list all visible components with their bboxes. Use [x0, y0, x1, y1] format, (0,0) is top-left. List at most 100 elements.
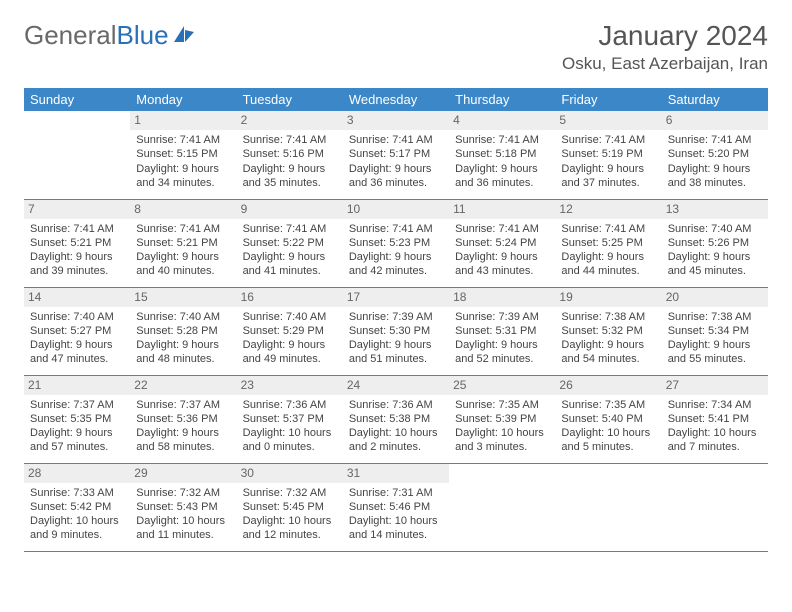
- calendar-day-cell: 13 Sunrise: 7:40 AMSunset: 5:26 PMDayligh…: [662, 199, 768, 287]
- day-number: 5: [555, 111, 661, 130]
- calendar-day-cell: 6 Sunrise: 7:41 AMSunset: 5:20 PMDaylight…: [662, 111, 768, 199]
- calendar-day-cell: [449, 463, 555, 551]
- calendar-week-row: 1Sunrise: 7:41 AMSunset: 5:15 PMDaylight…: [24, 111, 768, 199]
- day-details: Sunrise: 7:37 AMSunset: 5:35 PMDaylight:…: [30, 398, 124, 454]
- calendar-day-cell: 15Sunrise: 7:40 AMSunset: 5:28 PMDayligh…: [130, 287, 236, 375]
- calendar-day-cell: 22Sunrise: 7:37 AMSunset: 5:36 PMDayligh…: [130, 375, 236, 463]
- day-number: 29: [130, 464, 236, 483]
- calendar-day-cell: 31Sunrise: 7:31 AMSunset: 5:46 PMDayligh…: [343, 463, 449, 551]
- weekday-header: Tuesday: [237, 88, 343, 111]
- day-details: Sunrise: 7:41 AMSunset: 5:19 PMDaylight:…: [561, 133, 655, 189]
- calendar-day-cell: 3 Sunrise: 7:41 AMSunset: 5:17 PMDaylight…: [343, 111, 449, 199]
- day-number: 26: [555, 376, 661, 395]
- calendar-day-cell: 2Sunrise: 7:41 AMSunset: 5:16 PMDaylight…: [237, 111, 343, 199]
- day-details: Sunrise: 7:40 AMSunset: 5:27 PMDaylight:…: [30, 310, 124, 366]
- day-number: 14: [24, 288, 130, 307]
- calendar-day-cell: 20 Sunrise: 7:38 AMSunset: 5:34 PMDayligh…: [662, 287, 768, 375]
- calendar-body: 1Sunrise: 7:41 AMSunset: 5:15 PMDaylight…: [24, 111, 768, 551]
- day-number: 17: [343, 288, 449, 307]
- calendar-day-cell: 4Sunrise: 7:41 AMSunset: 5:18 PMDaylight…: [449, 111, 555, 199]
- logo: GeneralBlue: [24, 20, 196, 51]
- day-details: Sunrise: 7:33 AMSunset: 5:42 PMDaylight:…: [30, 486, 124, 542]
- weekday-header: Monday: [130, 88, 236, 111]
- day-details: Sunrise: 7:31 AMSunset: 5:46 PMDaylight:…: [349, 486, 443, 542]
- day-details: Sunrise: 7:32 AMSunset: 5:43 PMDaylight:…: [136, 486, 230, 542]
- day-number: 9: [237, 200, 343, 219]
- day-details: Sunrise: 7:35 AMSunset: 5:39 PMDaylight:…: [455, 398, 549, 454]
- sail-icon: [172, 20, 196, 51]
- weekday-header: Thursday: [449, 88, 555, 111]
- calendar-table: SundayMondayTuesdayWednesdayThursdayFrid…: [24, 88, 768, 552]
- page-title: January 2024: [562, 20, 768, 52]
- day-number: 10: [343, 200, 449, 219]
- weekday-header: Sunday: [24, 88, 130, 111]
- day-details: Sunrise: 7:37 AMSunset: 5:36 PMDaylight:…: [136, 398, 230, 454]
- location-text: Osku, East Azerbaijan, Iran: [562, 54, 768, 74]
- day-details: Sunrise: 7:40 AMSunset: 5:26 PMDaylight:…: [668, 222, 762, 278]
- day-details: Sunrise: 7:41 AMSunset: 5:20 PMDaylight:…: [668, 133, 762, 189]
- calendar-day-cell: [24, 111, 130, 199]
- calendar-week-row: 7Sunrise: 7:41 AMSunset: 5:21 PMDaylight…: [24, 199, 768, 287]
- day-details: Sunrise: 7:41 AMSunset: 5:15 PMDaylight:…: [136, 133, 230, 189]
- day-details: Sunrise: 7:32 AMSunset: 5:45 PMDaylight:…: [243, 486, 337, 542]
- calendar-week-row: 28 Sunrise: 7:33 AMSunset: 5:42 PMDayligh…: [24, 463, 768, 551]
- day-number: 28: [24, 464, 130, 483]
- calendar-day-cell: 28 Sunrise: 7:33 AMSunset: 5:42 PMDayligh…: [24, 463, 130, 551]
- day-number: 11: [449, 200, 555, 219]
- logo-text-blue: Blue: [117, 20, 169, 51]
- day-details: Sunrise: 7:41 AMSunset: 5:24 PMDaylight:…: [455, 222, 549, 278]
- day-details: Sunrise: 7:41 AMSunset: 5:22 PMDaylight:…: [243, 222, 337, 278]
- calendar-day-cell: 14 Sunrise: 7:40 AMSunset: 5:27 PMDayligh…: [24, 287, 130, 375]
- day-number: 13: [662, 200, 768, 219]
- day-details: Sunrise: 7:39 AMSunset: 5:30 PMDaylight:…: [349, 310, 443, 366]
- weekday-header: Wednesday: [343, 88, 449, 111]
- day-number: 20: [662, 288, 768, 307]
- weekday-header: Saturday: [662, 88, 768, 111]
- calendar-day-cell: 8 Sunrise: 7:41 AMSunset: 5:21 PMDaylight…: [130, 199, 236, 287]
- weekday-header: Friday: [555, 88, 661, 111]
- calendar-day-cell: 24Sunrise: 7:36 AMSunset: 5:38 PMDayligh…: [343, 375, 449, 463]
- calendar-day-cell: 29 Sunrise: 7:32 AMSunset: 5:43 PMDayligh…: [130, 463, 236, 551]
- day-details: Sunrise: 7:41 AMSunset: 5:25 PMDaylight:…: [561, 222, 655, 278]
- day-number: 8: [130, 200, 236, 219]
- calendar-day-cell: 9 Sunrise: 7:41 AMSunset: 5:22 PMDaylight…: [237, 199, 343, 287]
- calendar-day-cell: 17 Sunrise: 7:39 AMSunset: 5:30 PMDayligh…: [343, 287, 449, 375]
- day-details: Sunrise: 7:34 AMSunset: 5:41 PMDaylight:…: [668, 398, 762, 454]
- calendar-week-row: 21 Sunrise: 7:37 AMSunset: 5:35 PMDayligh…: [24, 375, 768, 463]
- day-number: 12: [555, 200, 661, 219]
- day-number: 30: [237, 464, 343, 483]
- day-number: 6: [662, 111, 768, 130]
- day-details: Sunrise: 7:38 AMSunset: 5:34 PMDaylight:…: [668, 310, 762, 366]
- day-number: 23: [237, 376, 343, 395]
- calendar-day-cell: 21 Sunrise: 7:37 AMSunset: 5:35 PMDayligh…: [24, 375, 130, 463]
- logo-text-general: General: [24, 20, 117, 51]
- day-number: 24: [343, 376, 449, 395]
- day-details: Sunrise: 7:40 AMSunset: 5:28 PMDaylight:…: [136, 310, 230, 366]
- day-number: 16: [237, 288, 343, 307]
- calendar-day-cell: 11 Sunrise: 7:41 AMSunset: 5:24 PMDayligh…: [449, 199, 555, 287]
- calendar-day-cell: 7Sunrise: 7:41 AMSunset: 5:21 PMDaylight…: [24, 199, 130, 287]
- weekday-header-row: SundayMondayTuesdayWednesdayThursdayFrid…: [24, 88, 768, 111]
- calendar-day-cell: [662, 463, 768, 551]
- calendar-day-cell: 5 Sunrise: 7:41 AMSunset: 5:19 PMDaylight…: [555, 111, 661, 199]
- header: GeneralBlue January 2024 Osku, East Azer…: [24, 20, 768, 74]
- day-details: Sunrise: 7:41 AMSunset: 5:23 PMDaylight:…: [349, 222, 443, 278]
- day-number: 21: [24, 376, 130, 395]
- day-details: Sunrise: 7:36 AMSunset: 5:37 PMDaylight:…: [243, 398, 337, 454]
- calendar-day-cell: 30 Sunrise: 7:32 AMSunset: 5:45 PMDayligh…: [237, 463, 343, 551]
- calendar-day-cell: 25Sunrise: 7:35 AMSunset: 5:39 PMDayligh…: [449, 375, 555, 463]
- calendar-day-cell: 18Sunrise: 7:39 AMSunset: 5:31 PMDayligh…: [449, 287, 555, 375]
- calendar-day-cell: 26Sunrise: 7:35 AMSunset: 5:40 PMDayligh…: [555, 375, 661, 463]
- day-details: Sunrise: 7:40 AMSunset: 5:29 PMDaylight:…: [243, 310, 337, 366]
- day-details: Sunrise: 7:41 AMSunset: 5:17 PMDaylight:…: [349, 133, 443, 189]
- day-details: Sunrise: 7:41 AMSunset: 5:21 PMDaylight:…: [30, 222, 124, 278]
- day-details: Sunrise: 7:41 AMSunset: 5:18 PMDaylight:…: [455, 133, 549, 189]
- day-number: 18: [449, 288, 555, 307]
- day-details: Sunrise: 7:41 AMSunset: 5:21 PMDaylight:…: [136, 222, 230, 278]
- day-number: 2: [237, 111, 343, 130]
- calendar-week-row: 14 Sunrise: 7:40 AMSunset: 5:27 PMDayligh…: [24, 287, 768, 375]
- title-block: January 2024 Osku, East Azerbaijan, Iran: [562, 20, 768, 74]
- day-number: 3: [343, 111, 449, 130]
- day-number: 19: [555, 288, 661, 307]
- calendar-day-cell: 23 Sunrise: 7:36 AMSunset: 5:37 PMDayligh…: [237, 375, 343, 463]
